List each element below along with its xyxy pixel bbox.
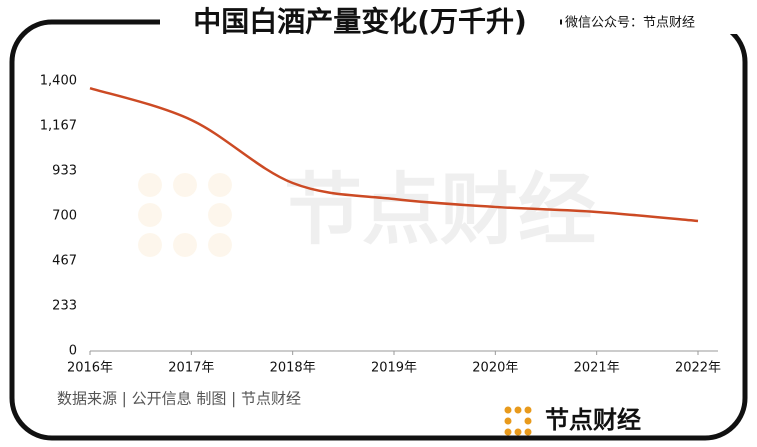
brand-logo <box>504 406 532 436</box>
brand: 节点财经 <box>545 406 641 434</box>
title-backdrop <box>160 4 560 40</box>
y-tick-label: 467 <box>52 253 77 268</box>
credit: 微信公众号：节点财经 <box>565 16 695 31</box>
x-tick-label: 2021年 <box>574 361 620 376</box>
y-tick-label: 700 <box>52 209 77 224</box>
source: 数据来源 | 公开信息 制图 | 节点财经 <box>57 390 301 408</box>
x-tick-label: 2019年 <box>371 361 417 376</box>
x-tick-label: 2016年 <box>67 361 113 376</box>
y-tick-label: 0 <box>69 344 77 359</box>
y-tick-label: 1,167 <box>40 118 77 133</box>
watermark-logo <box>138 173 232 257</box>
y-tick-label: 233 <box>52 299 77 314</box>
x-tick-label: 2020年 <box>472 361 518 376</box>
y-tick-label: 1,400 <box>40 74 77 89</box>
x-tick-label: 2017年 <box>168 361 214 376</box>
y-tick-label: 933 <box>52 164 77 179</box>
credit-backdrop <box>562 10 742 34</box>
x-tick-label: 2018年 <box>270 361 316 376</box>
line <box>89 86 699 223</box>
x-tick-label: 2022年 <box>675 361 721 376</box>
chart-title: 中国白酒产量变化(万千升) <box>193 5 527 38</box>
